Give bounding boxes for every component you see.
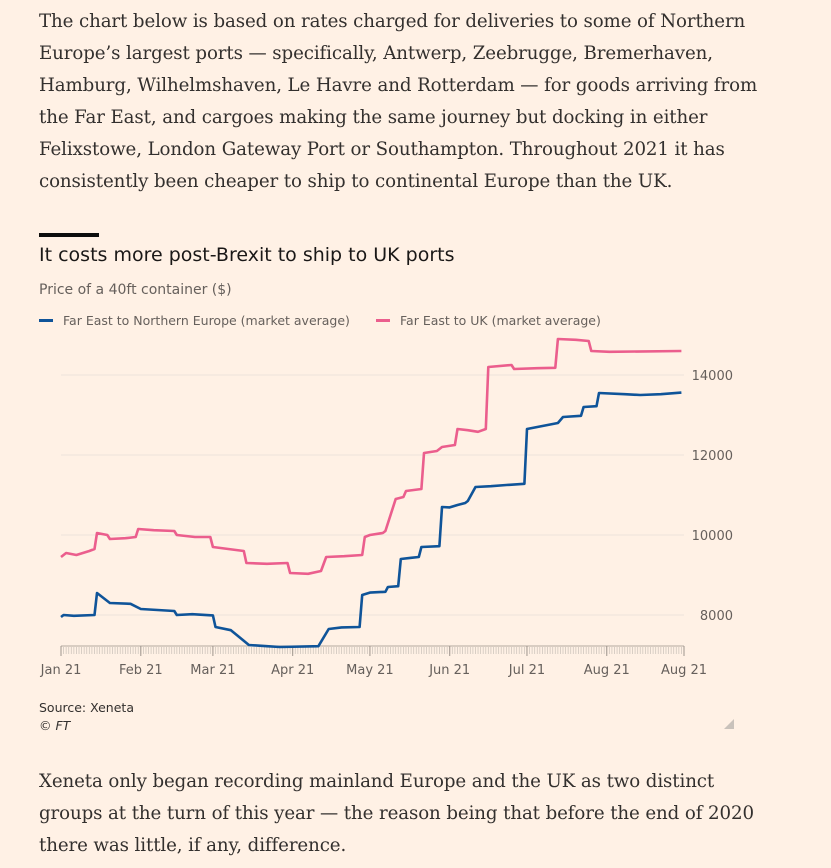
chart-title: It costs more post-Brexit to ship to UK … bbox=[39, 244, 455, 266]
legend-swatch-northern-europe bbox=[39, 319, 53, 322]
x-tick-label-1: Feb 21 bbox=[119, 663, 163, 678]
line-chart: 8000 10000 12000 14000 Jan 21 Feb 21 Mar 21 Apr… bbox=[40, 337, 733, 678]
copyright: © FT bbox=[39, 718, 71, 733]
y-tick-label-8000: 8000 bbox=[700, 609, 733, 624]
legend-label-uk: Far East to UK (market average) bbox=[400, 313, 601, 328]
y-tick-label-14000: 14000 bbox=[692, 369, 733, 384]
x-tick-label-5: Jun 21 bbox=[428, 663, 470, 678]
intro-paragraph: The chart below is based on rates charge… bbox=[39, 11, 758, 192]
series-line-northern-europe bbox=[60, 391, 682, 649]
legend-item-uk: Far East to UK (market average) bbox=[376, 313, 601, 328]
legend-swatch-uk bbox=[376, 319, 390, 322]
chart-subtitle: Price of a 40ft container ($) bbox=[39, 282, 232, 298]
series-line-uk bbox=[60, 337, 682, 576]
chart-source: Source: Xeneta bbox=[39, 700, 134, 715]
x-tick-label-6: Jul 21 bbox=[508, 663, 545, 678]
x-tick-label-7: Aug 21 bbox=[584, 663, 630, 678]
chart-top-rule bbox=[39, 233, 99, 237]
outro-paragraph: Xeneta only began recording mainland Eur… bbox=[39, 771, 754, 856]
expand-corner-icon[interactable] bbox=[724, 719, 734, 729]
x-tick-label-4: May 21 bbox=[346, 663, 394, 678]
legend-label-northern-europe: Far East to Northern Europe (market aver… bbox=[63, 313, 350, 328]
legend-item-northern-europe: Far East to Northern Europe (market aver… bbox=[39, 313, 350, 328]
x-tick-label-0: Jan 21 bbox=[40, 663, 82, 678]
x-tick-label-3: Apr 21 bbox=[271, 663, 314, 678]
x-tick-label-8: Aug 21 bbox=[661, 663, 707, 678]
y-tick-label-12000: 12000 bbox=[692, 449, 733, 464]
y-tick-label-10000: 10000 bbox=[692, 529, 733, 544]
x-tick-label-2: Mar 21 bbox=[190, 663, 235, 678]
